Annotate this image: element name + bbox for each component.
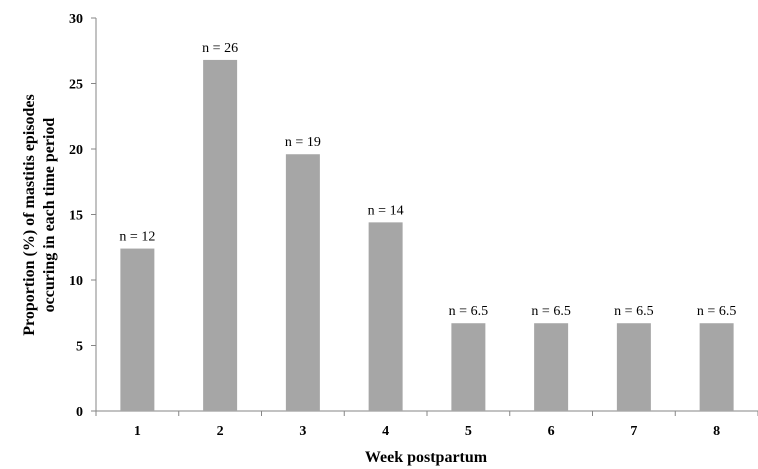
bar (120, 248, 155, 411)
bar (699, 323, 734, 411)
x-tick-label: 5 (465, 424, 472, 439)
x-tick-label: 3 (299, 424, 306, 439)
data-label: n = 14 (368, 203, 404, 218)
data-label: n = 6.5 (614, 304, 653, 319)
x-tick-label: 6 (548, 424, 555, 439)
x-axis-title: Week postpartum (365, 449, 488, 466)
data-label: n = 6.5 (697, 304, 736, 319)
y-axis-title-line-2: occuring in each time period (41, 118, 58, 313)
plot-area: 0 5 10 15 20 25 30 1 n = 12 2 n = 26 3 n = 19 4 n = 14… (69, 12, 758, 439)
x-tick-label: 7 (630, 424, 637, 439)
data-label: n = 26 (202, 41, 238, 56)
y-tick-label: 30 (69, 12, 83, 27)
data-label: n = 6.5 (449, 304, 488, 319)
x-tick-label: 8 (713, 424, 720, 439)
x-tick-label: 2 (217, 424, 224, 439)
data-label: n = 19 (285, 135, 321, 150)
y-axis-title: Proportion (%) of mastitis episodes occu… (21, 94, 58, 335)
y-tick-label: 10 (69, 274, 83, 289)
data-label: n = 6.5 (531, 304, 570, 319)
y-tick-label: 5 (76, 340, 83, 355)
data-label: n = 12 (119, 230, 155, 245)
y-tick-label: 15 (69, 209, 83, 224)
y-tick-label: 20 (69, 143, 83, 158)
y-tick-label: 25 (69, 78, 83, 93)
bar (616, 323, 651, 411)
y-axis-title-line-1: Proportion (%) of mastitis episodes (21, 94, 38, 335)
y-tick-label: 0 (76, 405, 83, 420)
bar (534, 323, 569, 411)
bar (451, 323, 486, 411)
bar (285, 154, 320, 412)
bar (368, 222, 403, 411)
bar (203, 59, 238, 412)
x-tick-label: 1 (134, 424, 141, 439)
x-tick-label: 4 (382, 424, 389, 439)
